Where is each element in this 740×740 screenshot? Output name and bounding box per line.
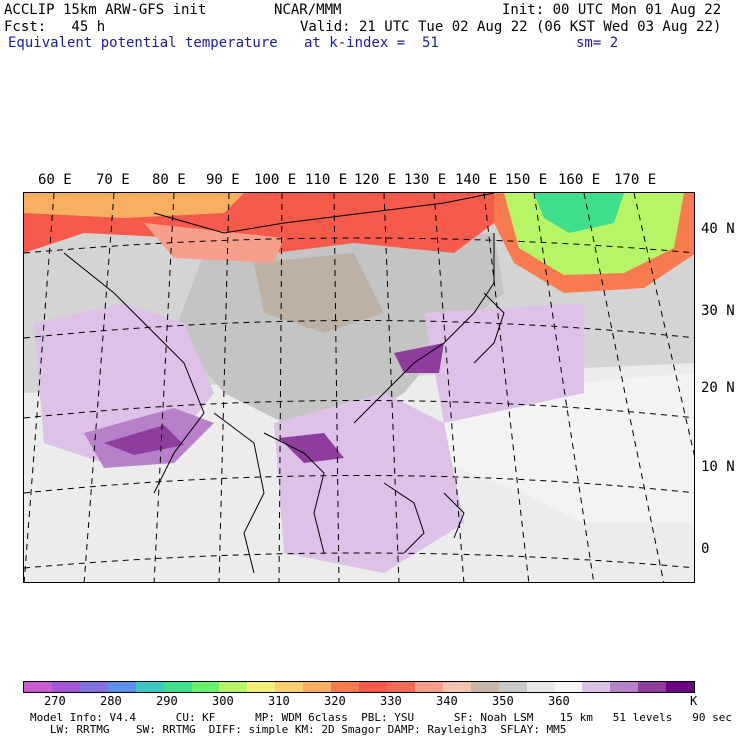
center-label: NCAR/MMM: [274, 2, 342, 18]
colorbar-swatch: [359, 682, 387, 692]
colorbar-swatch: [638, 682, 667, 692]
colorbar-swatch: [386, 682, 415, 692]
colorbar-swatch: [610, 682, 639, 692]
lat-label: 0: [701, 541, 710, 557]
lat-label: 30 N: [701, 303, 735, 319]
colorbar-swatch: [275, 682, 304, 692]
lon-label: 80 E: [152, 172, 186, 188]
lon-label: 150 E: [505, 172, 548, 188]
colorbar-swatch: [498, 682, 527, 692]
colorbar-label: 350: [492, 694, 514, 708]
forecast-hour: Fcst: 45 h: [4, 19, 106, 35]
colorbar-label: 300: [212, 694, 234, 708]
colorbar-label: 310: [268, 694, 290, 708]
lat-label: 20 N: [701, 380, 735, 396]
colorbar-label: 270: [44, 694, 66, 708]
colorbar-swatch: [135, 682, 164, 692]
lon-label: 60 E: [38, 172, 72, 188]
colorbar-swatch: [51, 682, 80, 692]
colorbar-swatch: [163, 682, 192, 692]
lon-label: 170 E: [614, 172, 657, 188]
colorbar-label: 360: [548, 694, 570, 708]
lon-label: 130 E: [404, 172, 447, 188]
colorbar-swatch: [470, 682, 499, 692]
field-name: Equivalent potential temperature: [8, 35, 278, 51]
model-title: ACCLIP 15km ARW-GFS init: [4, 2, 207, 18]
lon-label: 100 E: [254, 172, 297, 188]
map-panel: [23, 192, 695, 583]
map-svg: [24, 193, 694, 582]
lon-label: 70 E: [96, 172, 130, 188]
colorbar-swatch: [331, 682, 360, 692]
colorbar-swatch: [219, 682, 248, 692]
colorbar-swatch: [554, 682, 583, 692]
colorbar-swatch: [526, 682, 555, 692]
lon-label: 160 E: [558, 172, 601, 188]
colorbar-swatch: [582, 682, 611, 692]
colorbar-swatch: [191, 682, 220, 692]
colorbar-swatch: [414, 682, 443, 692]
colorbar-swatch: [24, 682, 52, 692]
smoothing-label: sm= 2: [576, 35, 619, 51]
lat-label: 40 N: [701, 221, 735, 237]
model-info-line2: LW: RRTMG SW: RRTMG DIFF: simple KM: 2D …: [30, 723, 567, 736]
colorbar-swatch: [442, 682, 471, 692]
level-label: at k-index = 51: [304, 35, 439, 51]
colorbar-label: 340: [436, 694, 458, 708]
colorbar-label: 290: [156, 694, 178, 708]
colorbar-swatch: [666, 682, 695, 692]
colorbar-label: 330: [380, 694, 402, 708]
lon-label: 120 E: [354, 172, 397, 188]
colorbar-swatch: [303, 682, 332, 692]
colorbar-swatch: [107, 682, 136, 692]
lon-label: 110 E: [305, 172, 348, 188]
lat-label: 10 N: [701, 459, 735, 475]
colorbar-swatch: [79, 682, 108, 692]
lon-label: 90 E: [206, 172, 240, 188]
valid-time: Valid: 21 UTC Tue 02 Aug 22 (06 KST Wed …: [300, 19, 722, 35]
model-info-line1: Model Info: V4.4 CU: KF MP: WDM 6class P…: [30, 711, 732, 724]
colorbar-unit: K: [690, 694, 698, 708]
lon-label: 140 E: [455, 172, 498, 188]
colorbar-swatch: [247, 682, 276, 692]
colorbar: [23, 681, 695, 693]
colorbar-label: 320: [324, 694, 346, 708]
colorbar-label: 280: [100, 694, 122, 708]
init-time: Init: 00 UTC Mon 01 Aug 22: [502, 2, 722, 18]
